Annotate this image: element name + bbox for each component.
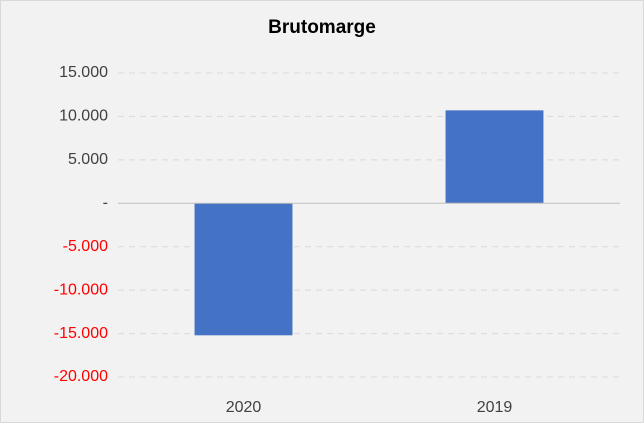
y-tick-label: - [103,195,108,212]
y-tick-label: -5.000 [63,238,108,255]
y-tick-label: 5.000 [68,151,108,168]
y-tick-label: 15.000 [59,64,108,81]
bar [194,203,293,336]
bar [445,110,544,204]
x-tick-label: 2020 [226,399,262,416]
y-tick-label: 10.000 [59,108,108,125]
y-tick-label: -20.000 [54,368,108,385]
chart-title: Brutomarge [268,17,376,38]
y-tick-label: -10.000 [54,281,108,298]
x-tick-label: 2019 [477,399,513,416]
y-tick-label: -15.000 [54,325,108,342]
